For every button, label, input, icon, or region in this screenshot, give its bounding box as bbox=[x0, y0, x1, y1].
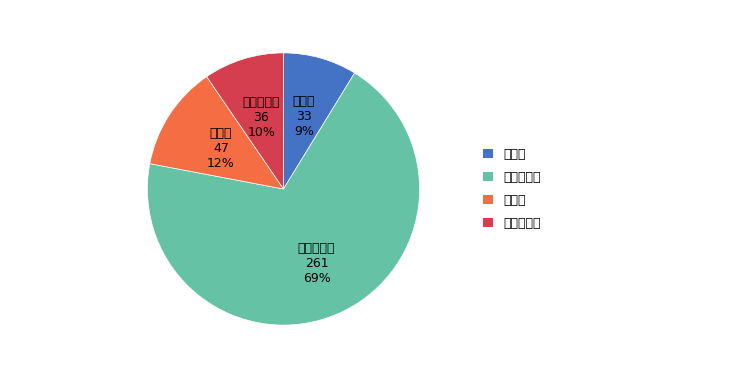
Wedge shape bbox=[206, 53, 284, 189]
Text: わからない
36
10%: わからない 36 10% bbox=[243, 96, 280, 139]
Legend: 増えた, 同じぐらい, 減った, わからない: 増えた, 同じぐらい, 減った, わからない bbox=[477, 142, 547, 236]
Text: 同じぐらい
261
69%: 同じぐらい 261 69% bbox=[298, 242, 336, 285]
Text: 増えた
33
9%: 増えた 33 9% bbox=[293, 96, 315, 138]
Text: 減った
47
12%: 減った 47 12% bbox=[207, 127, 234, 170]
Wedge shape bbox=[284, 53, 355, 189]
Wedge shape bbox=[150, 77, 284, 189]
Wedge shape bbox=[147, 73, 420, 325]
